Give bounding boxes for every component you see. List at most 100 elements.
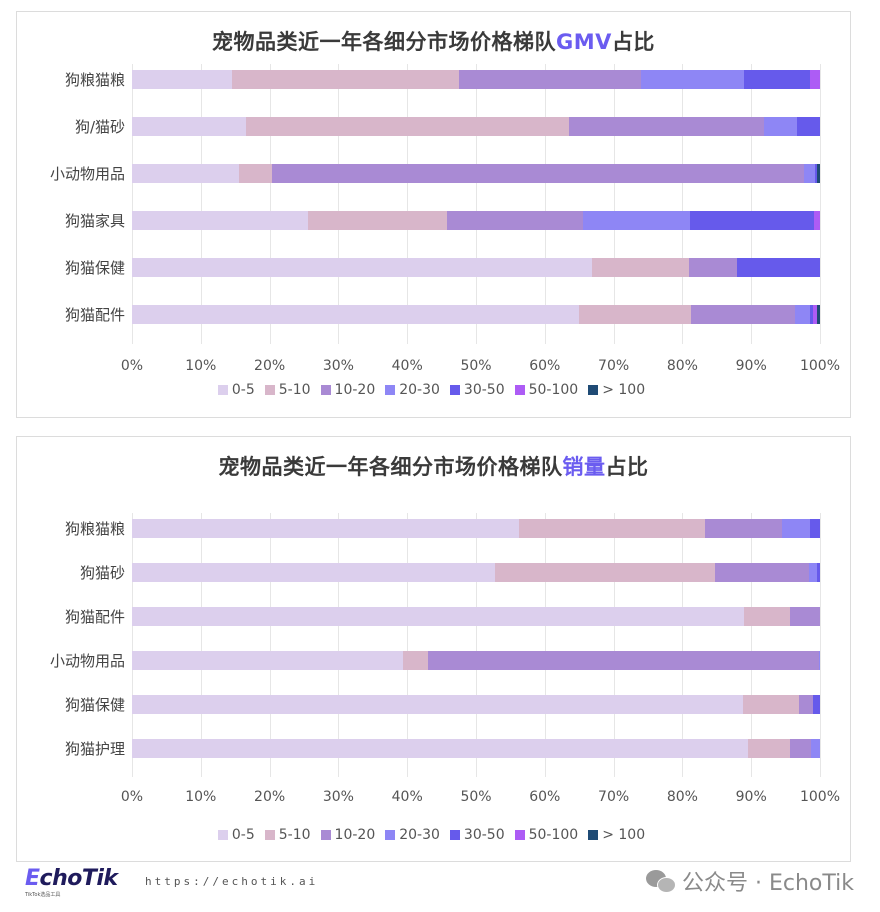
bar-row	[132, 739, 820, 758]
x-tick-label: 60%	[529, 358, 561, 374]
legend-swatch	[514, 385, 525, 395]
bar-segment	[245, 117, 569, 136]
x-tick-label: 70%	[598, 358, 630, 374]
legend-item: 50-100	[514, 382, 578, 398]
bar-segment	[308, 211, 448, 230]
logo-subtitle: TikTok选品工具	[25, 892, 61, 898]
echotik-logo: EchoTik	[25, 866, 118, 891]
chart-title: 宠物品类近一年各细分市场价格梯队销量占比	[17, 451, 850, 481]
legend-label: 0-5	[231, 827, 255, 843]
gridline	[613, 513, 615, 777]
logo-text: choTik	[39, 866, 119, 891]
x-tick-label: 90%	[735, 789, 767, 805]
legend-swatch	[588, 830, 599, 840]
bar-segment	[427, 651, 819, 670]
legend-swatch	[385, 385, 396, 395]
legend-label: 5-10	[278, 827, 311, 843]
bar-row	[132, 164, 820, 183]
gridline	[476, 513, 477, 777]
legend-label: > 100	[602, 827, 646, 843]
legend-label: 30-50	[463, 827, 505, 843]
logo-e: E	[25, 866, 40, 891]
gridline	[200, 513, 202, 777]
bar-segment	[790, 607, 820, 626]
gridline	[338, 64, 340, 344]
category-label: 狗猫砂	[79, 564, 125, 582]
x-axis: 0% 10% 20% 30% 40% 50% 60% 70% 80% 90% 100%	[121, 789, 840, 809]
gridline	[476, 64, 477, 344]
legend-item: > 100	[588, 827, 645, 843]
bar-segment	[744, 607, 791, 626]
title-prefix: 宠物品类近一年各细分市场价格梯队	[212, 30, 557, 54]
gridline	[132, 513, 133, 777]
wechat-label: 公众号 · EchoTik	[682, 871, 854, 896]
chart-title: 宠物品类近一年各细分市场价格梯队GMV占比	[17, 26, 850, 56]
legend-swatch	[385, 830, 396, 840]
legend-swatch	[264, 830, 275, 840]
bar-segment	[132, 70, 232, 89]
legend-swatch	[217, 830, 228, 840]
bar-segment	[808, 563, 818, 582]
bar-row	[132, 211, 820, 230]
bar-segment	[809, 519, 820, 538]
x-tick-label: 60%	[529, 789, 561, 805]
bar-segment	[132, 739, 748, 758]
x-tick-label: 20%	[254, 789, 286, 805]
bar-row	[132, 607, 820, 626]
bar-segment	[132, 305, 580, 324]
category-label: 狗猫配件	[64, 306, 125, 324]
x-tick-label: 50%	[460, 358, 492, 374]
gridline	[544, 64, 546, 344]
bar-segment	[817, 164, 820, 183]
bar-segment	[688, 258, 737, 277]
bar-segment	[736, 258, 820, 277]
legend-item: 30-50	[449, 382, 505, 398]
x-tick-label: 20%	[254, 358, 286, 374]
legend-swatch	[217, 385, 228, 395]
legend-swatch	[320, 385, 331, 395]
category-label: 狗猫护理	[64, 740, 125, 758]
category-label: 狗猫家具	[64, 212, 125, 230]
title-prefix: 宠物品类近一年各细分市场价格梯队	[218, 455, 563, 479]
bar-segment	[458, 70, 642, 89]
x-tick-label: 80%	[666, 358, 698, 374]
legend-label: > 100	[602, 382, 646, 398]
bar-segment	[813, 695, 820, 714]
legend-item: 0-5	[217, 827, 255, 843]
bar-segment	[813, 211, 820, 230]
legend-item: > 100	[588, 382, 645, 398]
category-label: 狗猫保健	[64, 696, 125, 714]
gridline	[751, 64, 753, 344]
footer-url[interactable]: https://echotik.ai	[145, 875, 319, 888]
title-suffix: 占比	[605, 455, 649, 479]
bar-row	[132, 305, 820, 324]
category-label: 小动物用品	[49, 652, 125, 670]
bar-segment	[804, 164, 816, 183]
bar-segment	[132, 519, 519, 538]
category-label: 狗粮猫粮	[64, 71, 125, 89]
bar-segment	[132, 607, 745, 626]
legend-item: 50-100	[514, 827, 578, 843]
category-label: 狗猫配件	[64, 608, 125, 626]
title-highlight: GMV	[556, 30, 612, 54]
gridline	[751, 513, 753, 777]
bar-segment	[132, 563, 496, 582]
bar-row	[132, 519, 820, 538]
legend-label: 0-5	[231, 382, 255, 398]
x-tick-label: 80%	[666, 789, 698, 805]
wechat-account: 公众号 · EchoTik	[646, 865, 854, 897]
legend-swatch	[588, 385, 599, 395]
legend-label: 20-30	[399, 827, 440, 843]
legend-label: 20-30	[399, 382, 440, 398]
bar-row	[132, 563, 820, 582]
x-tick-label: 90%	[735, 358, 767, 374]
category-label: 小动物用品	[49, 165, 125, 183]
bar-segment	[568, 117, 764, 136]
gridline	[407, 64, 409, 344]
legend-item: 20-30	[385, 827, 440, 843]
bar-segment	[591, 258, 689, 277]
x-tick-label: 70%	[598, 789, 630, 805]
gridline	[682, 64, 684, 344]
bar-segment	[809, 305, 814, 324]
legend-swatch	[449, 830, 460, 840]
